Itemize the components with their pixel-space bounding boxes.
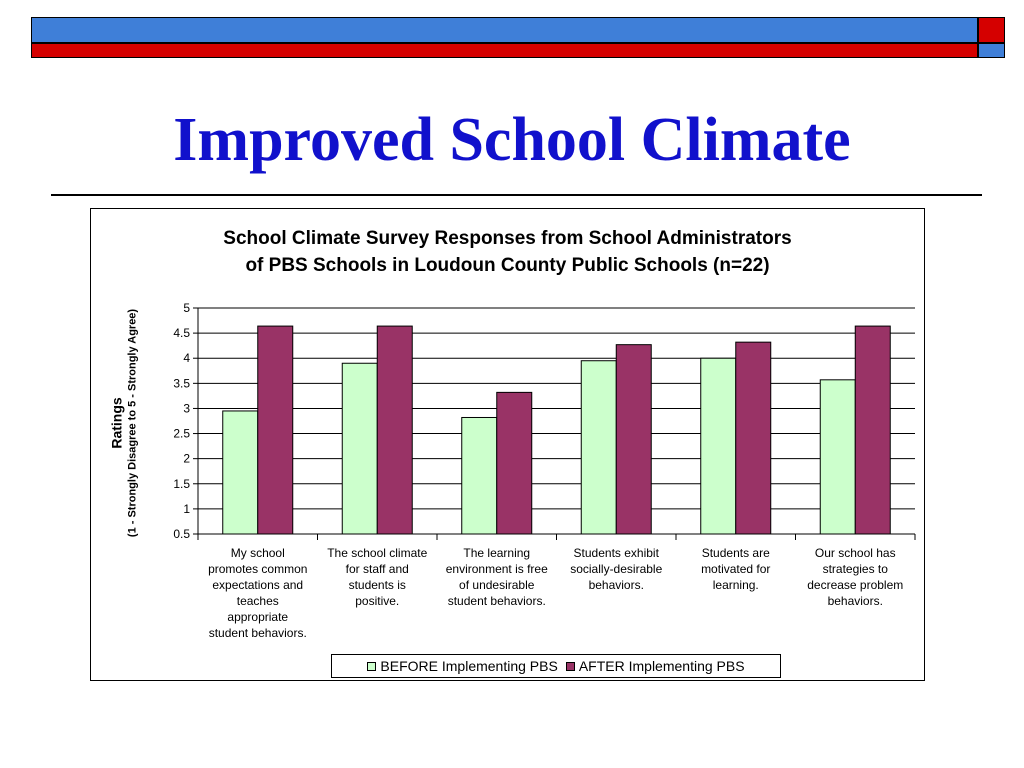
x-category-label-line: student behaviors. xyxy=(208,626,307,640)
y-tick-label: 0.5 xyxy=(173,527,190,541)
x-category-label-line: Our school has xyxy=(814,546,896,560)
x-category-label-line: learning. xyxy=(712,578,759,592)
y-tick-label: 5 xyxy=(183,301,190,315)
x-category-label-line: The learning xyxy=(463,546,531,560)
bar-before xyxy=(461,416,498,535)
legend-item-after: AFTER Implementing PBS xyxy=(565,658,745,674)
y-tick-label: 3 xyxy=(183,401,190,415)
y-tick-label: 4.5 xyxy=(173,326,190,340)
y-tick-label: 3.5 xyxy=(173,376,190,390)
y-tick-label: 4 xyxy=(183,351,190,365)
x-category-label-line: behaviors. xyxy=(588,578,644,592)
y-tick-label: 1.5 xyxy=(173,477,190,491)
x-category-label-line: behaviors. xyxy=(827,594,883,608)
legend-swatch-after xyxy=(565,661,575,671)
x-category-label-line: decrease problem xyxy=(807,578,904,592)
y-tick-label: 2.5 xyxy=(173,427,190,441)
x-category-label-line: expectations and xyxy=(212,578,304,592)
slide-title: Improved School Climate xyxy=(173,106,851,174)
header-band-blue xyxy=(31,17,978,43)
chart-legend: BEFORE Implementing PBS AFTER Implementi… xyxy=(331,654,781,678)
legend-swatch-before xyxy=(367,661,377,671)
x-category-label-line: promotes common xyxy=(208,562,308,576)
bar-before xyxy=(819,379,856,535)
corner-square-blue xyxy=(978,43,1005,58)
bar-after xyxy=(735,341,772,535)
y-tick-label: 2 xyxy=(183,452,190,466)
bar-after xyxy=(496,391,533,535)
x-category-label-line: The school climate xyxy=(327,546,428,560)
x-category-label-line: students is xyxy=(348,578,406,592)
x-category-label-line: student behaviors. xyxy=(447,594,546,608)
x-category-label-line: socially-desirable xyxy=(570,562,663,576)
bar-before xyxy=(341,362,378,535)
x-category-label-line: environment is free xyxy=(445,562,548,576)
bar-before xyxy=(580,360,617,535)
x-category-label-line: appropriate xyxy=(227,610,289,624)
x-category-label-line: teaches xyxy=(236,594,279,608)
x-category-label-line: positive. xyxy=(355,594,400,608)
corner-square-red xyxy=(978,17,1005,43)
bar-before xyxy=(222,410,259,535)
x-category-label: My school promotes common expectations and… xyxy=(199,545,317,641)
x-category-label: The school climate for staff and students … xyxy=(318,545,436,609)
x-category-label-line: of undesirable xyxy=(459,578,535,592)
legend-item-before: BEFORE Implementing PBS xyxy=(367,658,558,674)
chart-title: School Climate Survey Responses from Sch… xyxy=(223,228,792,276)
x-category-label: The learning environment is free of undesi… xyxy=(438,545,556,609)
y-tick-label: 1 xyxy=(183,502,190,516)
x-category-label-line: strategies to xyxy=(822,562,888,576)
bar-after xyxy=(376,325,413,535)
x-category-label: Students are motivated for learning. xyxy=(677,545,795,593)
x-category-label-line: Students are xyxy=(701,546,770,560)
x-category-label: Students exhibit socially-desirable behavi… xyxy=(557,545,675,593)
bar-after xyxy=(615,344,652,535)
x-category-label-line: Students exhibit xyxy=(573,546,659,560)
x-category-label-line: for staff and xyxy=(345,562,409,576)
x-category-label-line: motivated for xyxy=(701,562,771,576)
title-divider xyxy=(51,194,982,196)
x-category-label-line: My school xyxy=(230,546,285,560)
legend-label-before: BEFORE Implementing PBS xyxy=(380,658,558,674)
bar-after xyxy=(257,325,294,535)
legend-label-after: AFTER Implementing PBS xyxy=(578,658,745,674)
header-band-red xyxy=(31,43,978,58)
bar-after xyxy=(854,325,891,535)
bar-before xyxy=(700,357,737,535)
x-category-label: Our school has strategies to decrease prob… xyxy=(796,545,914,609)
